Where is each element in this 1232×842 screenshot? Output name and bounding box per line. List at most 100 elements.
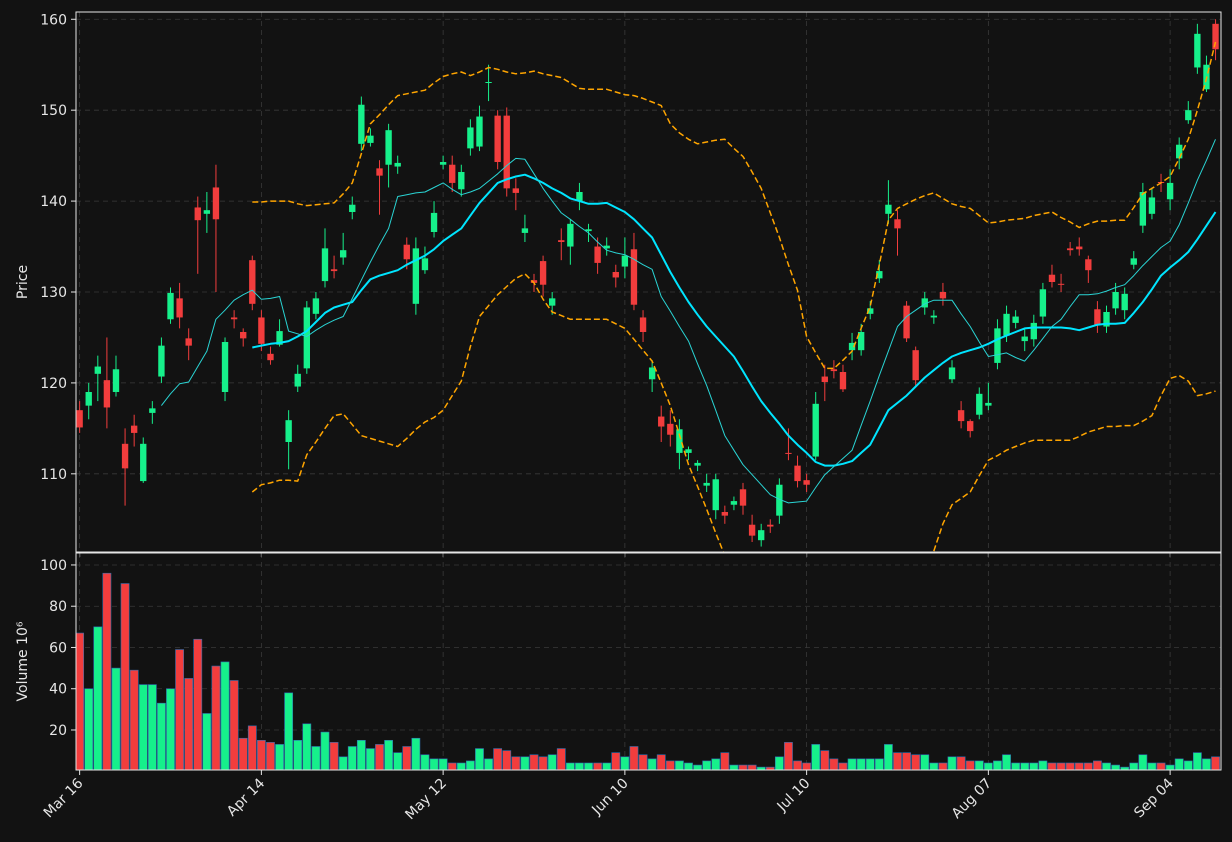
volume-bar	[1183, 760, 1193, 770]
volume-bar	[920, 754, 930, 770]
candle-body	[512, 188, 520, 193]
candle-body	[230, 317, 238, 320]
volume-bar	[1202, 758, 1211, 770]
volume-bar	[1093, 760, 1102, 770]
candle-body	[694, 462, 701, 466]
candle-body	[721, 512, 729, 516]
volume-bar	[965, 760, 975, 770]
candle-body	[467, 127, 474, 149]
volume-bar	[938, 762, 948, 770]
volume-bar	[784, 742, 793, 770]
candle-body	[476, 116, 483, 147]
volume-bar	[711, 758, 721, 770]
candle-body	[294, 373, 301, 387]
candle-body	[112, 369, 120, 392]
candle-body	[839, 372, 847, 390]
candle-body	[76, 410, 83, 428]
volume-bar	[638, 754, 648, 770]
volume-bar	[520, 756, 530, 770]
candle-body	[1048, 274, 1056, 282]
candle-body	[176, 298, 183, 318]
volume-bar	[729, 764, 739, 770]
volume-bar	[175, 649, 184, 770]
candle-body	[421, 258, 429, 271]
volume-bar	[1047, 762, 1057, 770]
volume-bar	[1065, 762, 1075, 770]
volume-bar	[384, 739, 393, 770]
candle-body	[912, 350, 919, 381]
candle-body	[703, 482, 710, 486]
candle-body	[867, 308, 874, 314]
volume-bar	[93, 626, 103, 770]
volume-bar	[402, 746, 412, 770]
volume-bar	[1083, 762, 1093, 770]
volume-bar	[629, 746, 639, 770]
candle-body	[639, 317, 647, 332]
candle-body	[821, 376, 828, 382]
volume-bar	[438, 758, 448, 770]
y-tick-label: 110	[40, 467, 67, 483]
candle-body	[967, 421, 974, 432]
candle-body	[485, 82, 492, 83]
candle-body	[185, 338, 192, 346]
volume-bar	[184, 678, 194, 770]
volume-bar	[893, 752, 902, 770]
volume-bar	[1192, 752, 1202, 770]
candle-body	[603, 245, 610, 249]
volume-bar	[511, 756, 521, 770]
volume-bar	[547, 754, 557, 770]
candle-body	[1112, 292, 1119, 309]
candle-body	[612, 272, 619, 278]
volume-bar	[211, 665, 221, 770]
y-tick-label: 160	[40, 12, 67, 28]
candle-body	[1148, 197, 1156, 214]
candle-body	[758, 530, 765, 541]
candle-body	[803, 480, 810, 485]
candle-body	[812, 403, 819, 457]
volume-bar	[720, 752, 730, 770]
volume-bar	[620, 756, 630, 770]
volume-bar	[774, 756, 784, 770]
volume-bar	[1020, 762, 1030, 770]
y-tick-label: 100	[40, 558, 67, 574]
volume-bar	[1011, 762, 1021, 770]
volume-bar	[356, 739, 366, 770]
candle-body	[594, 246, 601, 263]
volume-bar	[275, 744, 284, 770]
y-tick-label: 20	[49, 723, 67, 739]
candle-body	[1030, 322, 1037, 340]
candle-body	[212, 187, 220, 220]
volume-bar	[147, 684, 157, 770]
candle-body	[385, 130, 392, 165]
volume-bar	[956, 756, 966, 770]
candle-body	[648, 367, 656, 380]
volume-bar	[738, 764, 748, 770]
candle-body	[1194, 33, 1201, 68]
volume-bar	[111, 667, 121, 770]
candle-body	[1039, 289, 1047, 317]
candle-body	[140, 443, 147, 482]
volume-bar	[765, 766, 775, 770]
volume-bar	[1211, 756, 1220, 770]
candle-body	[303, 307, 310, 369]
candle-body	[376, 168, 383, 176]
volume-bar	[684, 762, 693, 770]
volume-bar	[420, 754, 430, 770]
panel-frame	[75, 552, 1222, 771]
volume-bar	[538, 756, 548, 770]
candle-body	[167, 292, 174, 320]
volume-bar	[675, 760, 684, 770]
candle-body	[503, 115, 510, 189]
volume-bar	[393, 752, 403, 770]
volume-bar	[693, 764, 702, 770]
volume-bar	[465, 760, 475, 770]
candle-body	[667, 423, 674, 435]
volume-bar	[647, 758, 657, 770]
volume-bar	[502, 750, 512, 770]
candle-body	[748, 524, 756, 536]
volume-bar	[1002, 754, 1011, 770]
volume-bar	[84, 688, 94, 770]
volume-bar	[947, 756, 957, 770]
volume-bar	[311, 746, 321, 770]
